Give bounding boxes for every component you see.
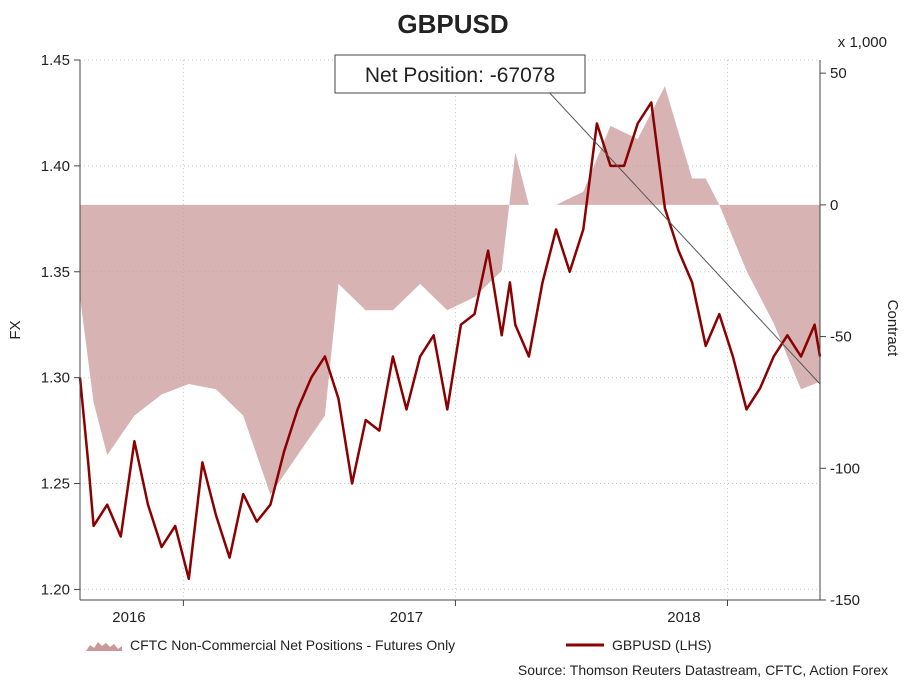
x-tick-label-2: 2018 xyxy=(667,609,700,626)
right-tick-label-1: -100 xyxy=(830,460,860,477)
annotation-text: Net Position: -67078 xyxy=(365,64,555,87)
trendline xyxy=(528,70,821,385)
left-tick-label-5: 1.45 xyxy=(41,52,70,69)
net-positions-area-path xyxy=(80,86,820,495)
left-tick-label-0: 1.20 xyxy=(41,581,70,598)
right-tick-label-4: 50 xyxy=(830,65,847,82)
legend-area-swatch xyxy=(86,642,122,651)
right-axis-label: Contract xyxy=(884,300,901,358)
x-tick-label-0: 2016 xyxy=(112,609,145,626)
left-tick-label-4: 1.40 xyxy=(41,158,70,175)
trendline-layer xyxy=(528,70,821,385)
x-tick-label-1: 2017 xyxy=(390,609,423,626)
left-tick-label-3: 1.35 xyxy=(41,264,70,281)
right-axis-ticks: -150 -100 -50 0 50 xyxy=(820,65,860,609)
right-tick-label-2: -50 xyxy=(830,329,852,346)
annotation-box: Net Position: -67078 xyxy=(334,54,586,94)
source-note: Source: Thomson Reuters Datastream, CFTC… xyxy=(518,662,888,678)
net-positions-area xyxy=(80,86,820,495)
legend-label-gbpusd: GBPUSD (LHS) xyxy=(612,637,712,653)
gbpusd-line xyxy=(78,101,822,581)
left-tick-label-2: 1.30 xyxy=(41,370,70,387)
left-axis-label: FX xyxy=(7,320,24,339)
gridlines xyxy=(80,59,820,600)
right-tick-label-3: 0 xyxy=(830,197,838,214)
x-axis-ticks: 2016 2017 2018 xyxy=(112,600,728,626)
gbpusd-series xyxy=(78,101,822,581)
left-tick-label-1: 1.25 xyxy=(41,476,70,493)
right-tick-label-0: -150 xyxy=(830,592,860,609)
left-axis-ticks: 1.20 1.25 1.30 1.35 1.40 1.45 xyxy=(41,52,80,598)
right-axis-multiplier: x 1,000 xyxy=(838,34,887,51)
legend: CFTC Non-Commercial Net Positions - Futu… xyxy=(86,637,712,653)
chart-title: GBPUSD xyxy=(397,9,508,39)
annotation-frame xyxy=(334,54,586,94)
legend-label-net-positions: CFTC Non-Commercial Net Positions - Futu… xyxy=(130,637,455,653)
